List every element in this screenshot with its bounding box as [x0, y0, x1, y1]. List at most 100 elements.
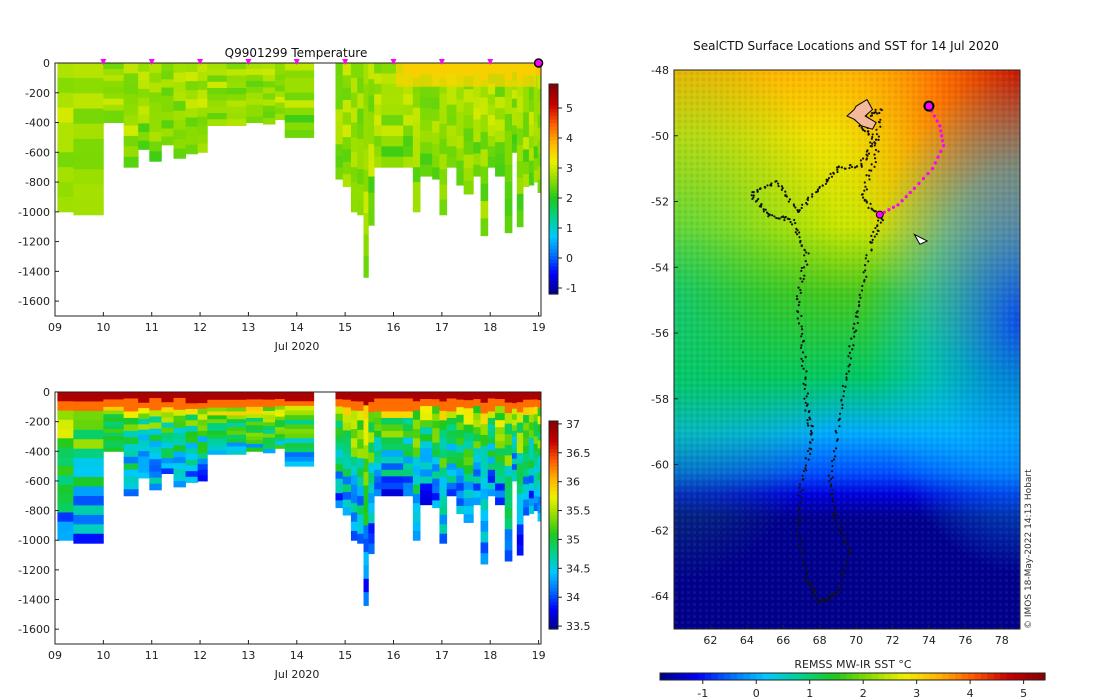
salinity-cell: [173, 397, 186, 405]
track-point: [812, 593, 815, 596]
salinity-cell: [463, 449, 474, 458]
colorbar-swatch: [549, 545, 558, 550]
temperature-cell: [473, 142, 481, 154]
colorbar-swatch: [916, 673, 924, 680]
track-point: [803, 576, 806, 579]
salinity-cell: [487, 417, 496, 425]
temperature-cell: [381, 135, 404, 147]
temperature-cell: [439, 123, 448, 140]
salinity-cell: [463, 408, 474, 417]
track-point: [835, 522, 838, 525]
y-axis-ticks: 0-200-400-600-800-1000-1200-1400-1600: [18, 386, 59, 636]
temperature-cell: [275, 96, 286, 104]
colorbar-swatch: [660, 673, 668, 680]
salinity-cell: [363, 405, 369, 420]
salinity-cell: [197, 458, 208, 465]
salinity-cell: [123, 392, 139, 399]
temperature-cell: [480, 114, 489, 133]
x-tick-label: 09: [48, 321, 62, 334]
salinity-cell: [537, 504, 542, 514]
temperature-cell: [523, 124, 530, 138]
salinity-cell: [73, 477, 104, 487]
salinity-cell: [57, 410, 74, 421]
temperature-cell: [480, 166, 489, 185]
map-title: SealCTD Surface Locations and SST for 14…: [693, 39, 999, 53]
temperature-cell: [504, 113, 513, 132]
salinity-cell: [363, 565, 369, 580]
colorbar-swatch: [549, 119, 558, 124]
salinity-cell: [537, 424, 542, 433]
salinity-cell: [528, 407, 535, 416]
salinity-cell: [446, 398, 457, 406]
salinity-cell: [446, 417, 457, 425]
track-point: [829, 493, 833, 496]
salinity-cell: [73, 495, 104, 506]
x-axis-ticks: 09 10 11 12 13 14 15 16 17 18 19: [48, 312, 546, 334]
salinity-cell: [185, 459, 199, 466]
temperature-cell: [207, 88, 228, 95]
temperature-cell: [374, 135, 382, 147]
temperature-cell: [473, 153, 481, 166]
track-point: [864, 269, 867, 272]
track-point: [810, 429, 813, 433]
temperature-cell: [57, 167, 74, 183]
salinity-cell: [335, 399, 344, 407]
salinity-cell: [420, 462, 433, 470]
temperature-cell: [533, 110, 539, 124]
track-point: [806, 422, 809, 425]
temperature-cell: [495, 85, 506, 98]
salinity-cell: [161, 448, 174, 454]
salinity-cell: [480, 488, 489, 500]
colorbar-swatch: [549, 241, 558, 246]
colorbar-swatch: [968, 673, 976, 680]
temperature-cell: [463, 102, 474, 116]
colorbar-swatch: [549, 213, 558, 218]
track-point: [840, 579, 844, 582]
salinity-cell: [381, 469, 404, 477]
track-point: [809, 441, 812, 444]
temperature-cell: [357, 93, 364, 110]
salinity-cell: [262, 448, 276, 454]
temperature-cell: [262, 111, 276, 119]
salinity-cell: [456, 460, 465, 469]
track-point: [867, 132, 870, 135]
salinity-cell: [504, 413, 513, 425]
temperature-cell: [149, 112, 162, 123]
track-point: [850, 337, 853, 340]
track-point: [804, 355, 807, 359]
salinity-cell: [57, 484, 74, 495]
colorbar-swatch: [549, 112, 558, 117]
colorbar-swatch: [549, 182, 558, 187]
colorbar-swatch: [1038, 673, 1046, 680]
salinity-cell: [149, 471, 162, 479]
salinity-cell: [350, 429, 358, 439]
temperature-cell: [73, 138, 104, 155]
salinity-cell: [368, 392, 375, 403]
temperature-cell: [161, 71, 174, 80]
temperature-cell: [463, 89, 474, 103]
salinity-cell: [480, 542, 489, 554]
temperature-cell: [161, 136, 174, 146]
track-point: [829, 172, 832, 175]
temperature-cell: [103, 110, 125, 118]
track-point: [830, 459, 834, 463]
track-point: [847, 365, 850, 368]
salinity-cell: [523, 461, 530, 470]
temperature-cell: [161, 95, 174, 105]
colorbar-swatch: [749, 673, 757, 680]
salinity-cell: [432, 442, 440, 451]
salinity-cell: [528, 437, 535, 446]
salinity-cell: [357, 458, 364, 469]
temperature-cell: [262, 69, 276, 76]
temperature-cell: [185, 135, 199, 146]
temperature-cell: [504, 130, 513, 149]
temperature-cell: [350, 107, 358, 124]
salinity-cell: [473, 497, 481, 506]
salinity-cell: [432, 392, 440, 400]
track-point: [787, 200, 790, 203]
colorbar-swatch: [1006, 673, 1014, 680]
track-point: [867, 152, 871, 155]
temperature-cell: [516, 79, 524, 97]
colorbar-swatch: [549, 115, 558, 120]
temperature-cell: [463, 180, 474, 195]
